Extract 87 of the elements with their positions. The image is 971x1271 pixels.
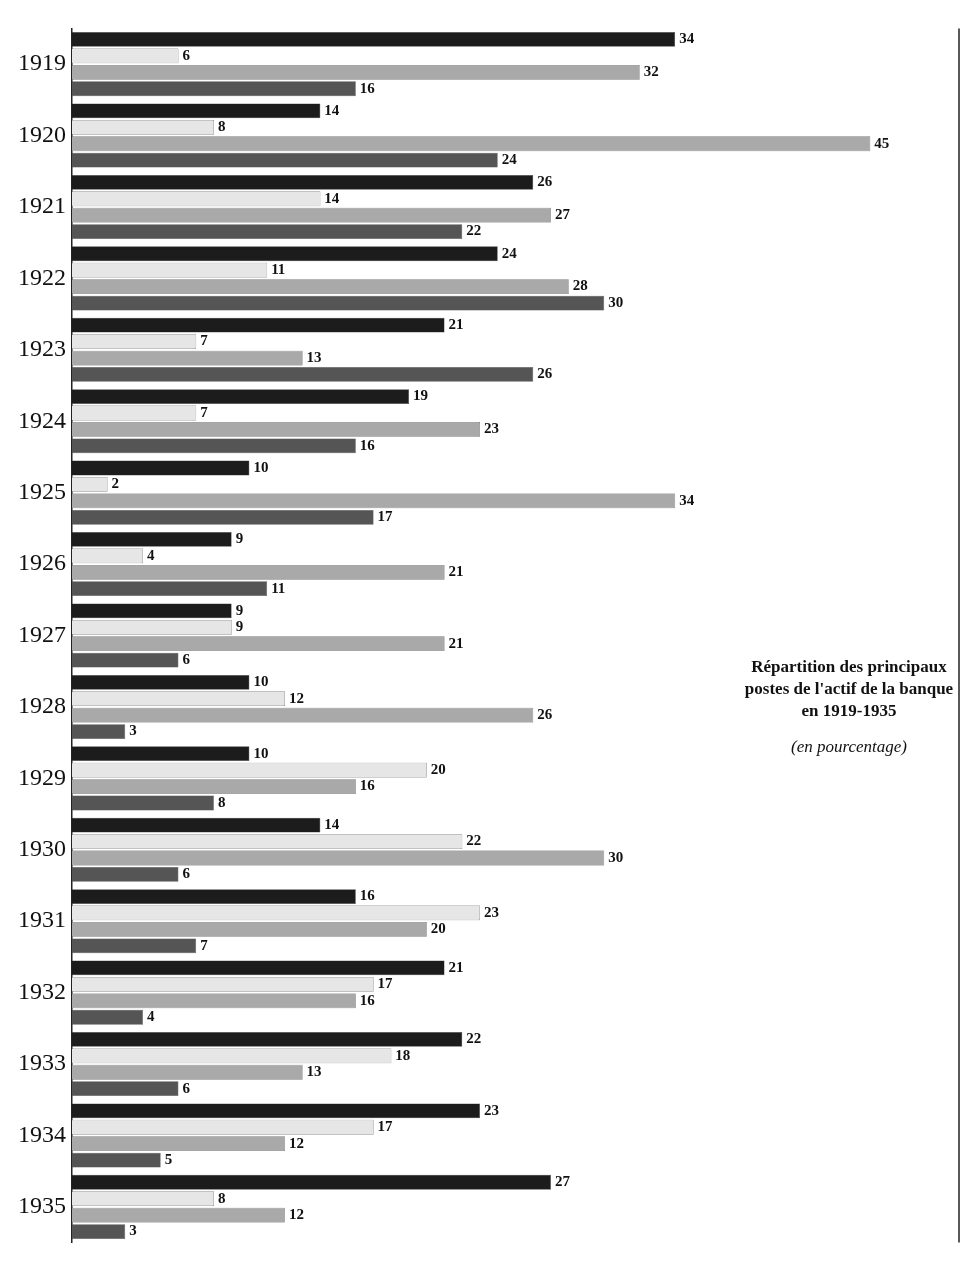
data-label: 32 bbox=[643, 63, 659, 80]
data-label: 23 bbox=[484, 903, 500, 920]
y-tick-label: 1927 bbox=[18, 620, 66, 647]
data-label: 4 bbox=[146, 546, 155, 563]
data-label: 2 bbox=[111, 475, 119, 492]
data-label: 22 bbox=[466, 1030, 482, 1047]
data-label: 16 bbox=[359, 79, 376, 96]
data-label: 16 bbox=[359, 436, 376, 453]
data-label: 45 bbox=[874, 134, 890, 151]
data-label: 26 bbox=[537, 365, 553, 382]
data-label: 9 bbox=[235, 601, 244, 618]
y-tick-label: 1929 bbox=[18, 763, 66, 790]
data-label: 34 bbox=[679, 30, 695, 47]
data-label: 12 bbox=[288, 1134, 304, 1151]
data-label: 6 bbox=[182, 46, 191, 63]
data-label: 13 bbox=[306, 348, 322, 365]
data-label: 12 bbox=[288, 1205, 304, 1222]
data-label: 11 bbox=[271, 579, 286, 596]
data-label: 30 bbox=[608, 848, 624, 865]
y-tick-label: 1932 bbox=[18, 977, 66, 1004]
data-label: 24 bbox=[501, 244, 518, 261]
y-tick-label: 1926 bbox=[18, 549, 66, 576]
data-label: 22 bbox=[466, 222, 482, 239]
y-tick-label: 1920 bbox=[18, 120, 66, 147]
data-label: 10 bbox=[253, 744, 269, 761]
y-tick-label: 1925 bbox=[18, 477, 66, 504]
data-label: 3 bbox=[129, 722, 137, 739]
data-label: 21 bbox=[448, 316, 464, 333]
data-label: 27 bbox=[554, 1173, 571, 1190]
data-label: 12 bbox=[288, 689, 304, 706]
y-tick-label: 1923 bbox=[18, 335, 66, 362]
data-label: 3 bbox=[129, 1222, 137, 1239]
data-label: 6 bbox=[182, 651, 191, 668]
data-label: 18 bbox=[395, 1046, 411, 1063]
data-label: 16 bbox=[359, 887, 376, 904]
data-label: 16 bbox=[359, 991, 376, 1008]
y-tick-label: 1919 bbox=[18, 49, 66, 76]
data-label: 13 bbox=[306, 1063, 322, 1080]
y-tick-label: 1930 bbox=[18, 835, 66, 862]
data-label: 20 bbox=[430, 761, 446, 778]
y-tick-label: 1928 bbox=[18, 692, 66, 719]
data-label: 6 bbox=[182, 865, 191, 882]
data-label: 8 bbox=[217, 793, 226, 810]
data-label: 9 bbox=[235, 618, 244, 635]
data-label: 28 bbox=[572, 277, 588, 294]
y-tick-label: 1933 bbox=[18, 1049, 66, 1076]
data-label: 10 bbox=[253, 673, 269, 690]
data-label: 24 bbox=[501, 151, 518, 168]
data-label: 8 bbox=[217, 1189, 226, 1206]
y-tick-label: 1931 bbox=[18, 906, 66, 933]
y-tick-label: 1934 bbox=[18, 1120, 66, 1147]
data-label: 30 bbox=[608, 293, 624, 310]
data-label: 19 bbox=[413, 387, 429, 404]
y-tick-label: 1935 bbox=[18, 1192, 66, 1219]
text: (en pourcentage) bbox=[791, 736, 908, 756]
data-label: 27 bbox=[554, 206, 571, 223]
data-label: 22 bbox=[466, 832, 482, 849]
y-tick-label: 1922 bbox=[18, 263, 66, 290]
data-label: 20 bbox=[430, 920, 446, 937]
data-label: 7 bbox=[200, 332, 209, 349]
data-label: 34 bbox=[679, 491, 695, 508]
data-label: 5 bbox=[164, 1150, 173, 1167]
data-label: 23 bbox=[484, 1101, 500, 1118]
data-label: 8 bbox=[217, 118, 226, 135]
data-label: 10 bbox=[253, 458, 269, 475]
data-label: 14 bbox=[324, 189, 340, 206]
data-label: 17 bbox=[377, 1118, 394, 1135]
data-label: 26 bbox=[537, 706, 553, 723]
data-label: 14 bbox=[324, 816, 340, 832]
data-label: 7 bbox=[200, 936, 209, 953]
data-label: 21 bbox=[448, 563, 464, 580]
y-tick-label: 1924 bbox=[18, 406, 66, 433]
data-label: 26 bbox=[537, 173, 553, 190]
data-label: 23 bbox=[484, 420, 500, 437]
data-label: 17 bbox=[377, 975, 394, 992]
text: Répartition des principaux postes de l'actif de la banque en 1919-1935 bbox=[744, 656, 954, 720]
data-label: 16 bbox=[359, 777, 376, 794]
data-label: 6 bbox=[182, 1079, 191, 1096]
data-label: 21 bbox=[448, 634, 464, 651]
data-label: 7 bbox=[200, 403, 209, 420]
y-tick-label: 1921 bbox=[18, 192, 66, 219]
data-label: 4 bbox=[146, 1008, 155, 1025]
data-label: 9 bbox=[235, 530, 244, 547]
data-label: 21 bbox=[448, 958, 464, 975]
data-label: 14 bbox=[324, 101, 340, 118]
data-label: 17 bbox=[377, 508, 394, 525]
data-label: 11 bbox=[271, 261, 286, 278]
